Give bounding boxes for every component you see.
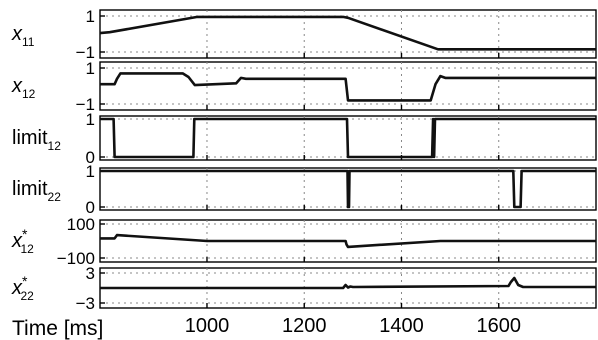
y-tick-label: 0 xyxy=(86,148,95,167)
panel-frame xyxy=(99,9,597,59)
series-line xyxy=(100,72,596,102)
y-tick-label: 1 xyxy=(86,110,95,129)
y-tick-label: 100 xyxy=(67,215,95,234)
y-tick-label: 3 xyxy=(86,264,95,283)
x-tick-label: 1200 xyxy=(282,315,327,337)
y-tick-label: 1 xyxy=(86,7,95,26)
panel-3: 1 0 limit12 xyxy=(12,110,597,167)
series-line xyxy=(100,276,596,290)
x-tick-label: 1600 xyxy=(476,315,521,337)
y-tick-label: 1 xyxy=(86,162,95,181)
series-line xyxy=(100,233,596,249)
y-tick-label: −100 xyxy=(57,249,95,268)
x-tick-label: 1400 xyxy=(379,315,424,337)
x-tick-label: 1000 xyxy=(185,315,230,337)
y-tick-label: −1 xyxy=(76,43,95,62)
y-tick-label: 1 xyxy=(86,59,95,78)
panel-label: x* 12 xyxy=(11,226,34,256)
panel-label: limit12 xyxy=(12,127,61,153)
panel-1: 1 −1 x11 xyxy=(11,7,597,62)
panel-label: limit22 xyxy=(12,178,61,204)
panel-frame xyxy=(99,115,597,161)
panel-frame xyxy=(99,167,597,211)
panel-label: x11 xyxy=(11,23,35,49)
panel-5: 100 −100 x* 12 xyxy=(11,215,597,268)
x-axis-label: Time [ms] xyxy=(12,317,103,340)
y-tick-label: 0 xyxy=(86,198,95,217)
panel-2: 1 −1 x12 xyxy=(11,59,597,114)
series-line xyxy=(99,15,596,51)
series-line xyxy=(100,169,596,209)
series-line xyxy=(100,117,596,159)
y-tick-label: −1 xyxy=(76,95,95,114)
panel-frame xyxy=(99,61,597,111)
panel-6: 3 −3 x* 22 1000 1200 1400 1600 xyxy=(11,264,597,337)
panel-label: x12 xyxy=(11,75,36,101)
panel-label: x* 22 xyxy=(11,273,34,303)
panel-4: 1 0 limit22 xyxy=(12,162,597,217)
y-tick-label: −3 xyxy=(76,294,95,313)
